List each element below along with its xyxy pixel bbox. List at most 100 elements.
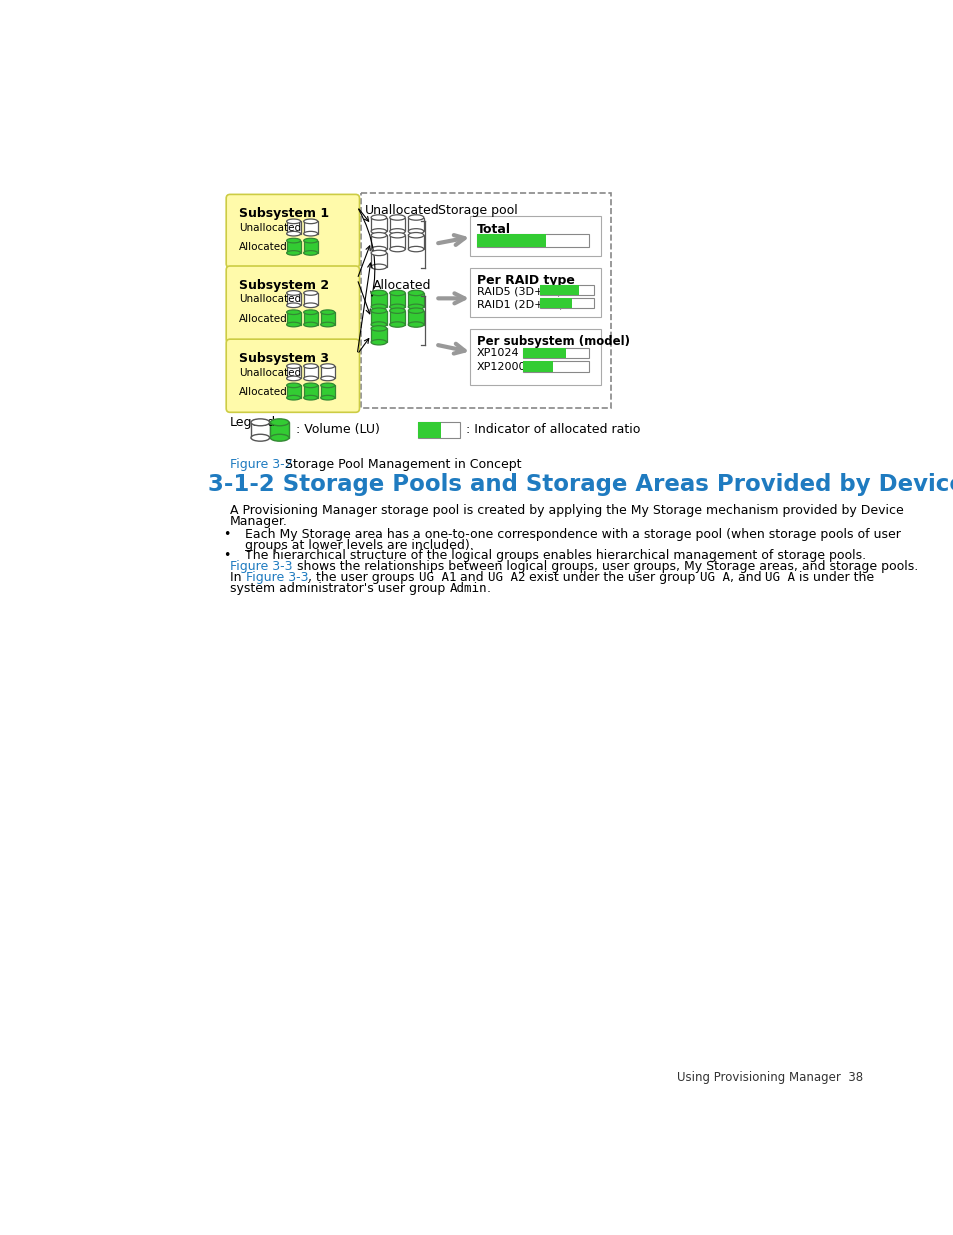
Text: .: . (486, 582, 490, 595)
Polygon shape (390, 311, 405, 325)
Text: UG A: UG A (764, 571, 795, 584)
FancyBboxPatch shape (226, 340, 359, 412)
Bar (522, 347, 588, 358)
Bar (522, 362, 588, 372)
Text: Storage Pool Management in Concept: Storage Pool Management in Concept (285, 458, 521, 471)
Polygon shape (371, 235, 386, 249)
Polygon shape (371, 311, 386, 325)
Bar (539, 299, 571, 309)
Text: system administrator's user group: system administrator's user group (230, 582, 449, 595)
Ellipse shape (320, 383, 335, 388)
Ellipse shape (303, 303, 317, 308)
Polygon shape (303, 241, 317, 253)
Text: Storage pool: Storage pool (437, 204, 517, 216)
Polygon shape (390, 235, 405, 249)
Text: Unallocated: Unallocated (239, 368, 301, 378)
Bar (470, 330, 599, 384)
Polygon shape (286, 241, 300, 253)
Bar (539, 299, 594, 309)
Text: Legend:: Legend: (230, 416, 280, 429)
Ellipse shape (320, 310, 335, 315)
Polygon shape (320, 366, 335, 378)
Ellipse shape (303, 322, 317, 327)
Text: Allocated: Allocated (239, 242, 288, 252)
Ellipse shape (303, 251, 317, 256)
Text: XP12000: XP12000 (476, 362, 525, 372)
Polygon shape (270, 422, 289, 437)
Ellipse shape (408, 304, 423, 310)
Text: Total: Total (476, 222, 510, 236)
Text: The hierarchical structure of the logical groups enables hierarchical management: The hierarchical structure of the logica… (245, 550, 865, 562)
Text: XP1024: XP1024 (476, 348, 518, 358)
Polygon shape (408, 217, 423, 231)
Ellipse shape (390, 304, 405, 310)
Ellipse shape (286, 231, 300, 236)
Polygon shape (303, 293, 317, 305)
Text: Unallocated: Unallocated (364, 205, 439, 217)
Bar (360, 193, 610, 409)
Ellipse shape (371, 326, 386, 331)
Polygon shape (371, 217, 386, 231)
Ellipse shape (303, 219, 317, 224)
Ellipse shape (303, 238, 317, 243)
Polygon shape (390, 293, 405, 306)
Bar (476, 235, 546, 247)
Text: and: and (456, 571, 487, 584)
Text: Subsystem 3: Subsystem 3 (239, 352, 329, 366)
Ellipse shape (286, 322, 300, 327)
Ellipse shape (251, 435, 270, 441)
Text: is under the: is under the (795, 571, 873, 584)
Polygon shape (408, 235, 423, 249)
Polygon shape (286, 385, 300, 398)
Ellipse shape (286, 377, 300, 380)
Ellipse shape (390, 232, 405, 238)
Text: groups at lower levels are included).: groups at lower levels are included). (245, 538, 473, 552)
Ellipse shape (303, 231, 317, 236)
Text: In: In (230, 571, 245, 584)
Text: 3-1-2 Storage Pools and Storage Areas Provided by Device Manager: 3-1-2 Storage Pools and Storage Areas Pr… (208, 473, 953, 496)
Ellipse shape (390, 246, 405, 252)
Polygon shape (320, 385, 335, 398)
Ellipse shape (371, 246, 386, 252)
Ellipse shape (286, 251, 300, 256)
Text: : Indicator of allocated ratio: : Indicator of allocated ratio (466, 422, 640, 436)
Ellipse shape (270, 419, 289, 426)
Ellipse shape (408, 246, 423, 252)
Ellipse shape (286, 238, 300, 243)
Ellipse shape (320, 395, 335, 400)
Polygon shape (286, 221, 300, 233)
Text: UG A1: UG A1 (418, 571, 456, 584)
Ellipse shape (390, 308, 405, 314)
Ellipse shape (286, 219, 300, 224)
Ellipse shape (371, 308, 386, 314)
Ellipse shape (303, 310, 317, 315)
Ellipse shape (371, 340, 386, 345)
FancyBboxPatch shape (226, 194, 359, 268)
Text: Admin: Admin (449, 582, 486, 595)
Text: : Volume (LU): : Volume (LU) (295, 422, 379, 436)
Ellipse shape (303, 377, 317, 380)
Bar (417, 422, 459, 437)
Ellipse shape (371, 304, 386, 310)
Ellipse shape (303, 290, 317, 295)
Bar (417, 422, 440, 437)
Ellipse shape (390, 228, 405, 235)
Ellipse shape (390, 215, 405, 220)
Text: •: • (223, 550, 231, 562)
Polygon shape (286, 293, 300, 305)
Text: Allocated: Allocated (239, 314, 288, 324)
Polygon shape (371, 293, 386, 306)
Text: Figure 3-3: Figure 3-3 (230, 561, 293, 573)
Ellipse shape (286, 364, 300, 368)
Text: Allocated: Allocated (239, 387, 288, 396)
Text: A Provisioning Manager storage pool is created by applying the My Storage mechan: A Provisioning Manager storage pool is c… (230, 504, 902, 517)
Ellipse shape (408, 232, 423, 238)
Polygon shape (303, 221, 317, 233)
Text: Subsystem 1: Subsystem 1 (239, 207, 329, 221)
Text: , the user groups: , the user groups (308, 571, 418, 584)
Ellipse shape (371, 264, 386, 269)
FancyBboxPatch shape (226, 266, 359, 343)
Polygon shape (390, 217, 405, 231)
Text: Unallocated: Unallocated (239, 294, 301, 305)
Text: UG A: UG A (699, 571, 729, 584)
